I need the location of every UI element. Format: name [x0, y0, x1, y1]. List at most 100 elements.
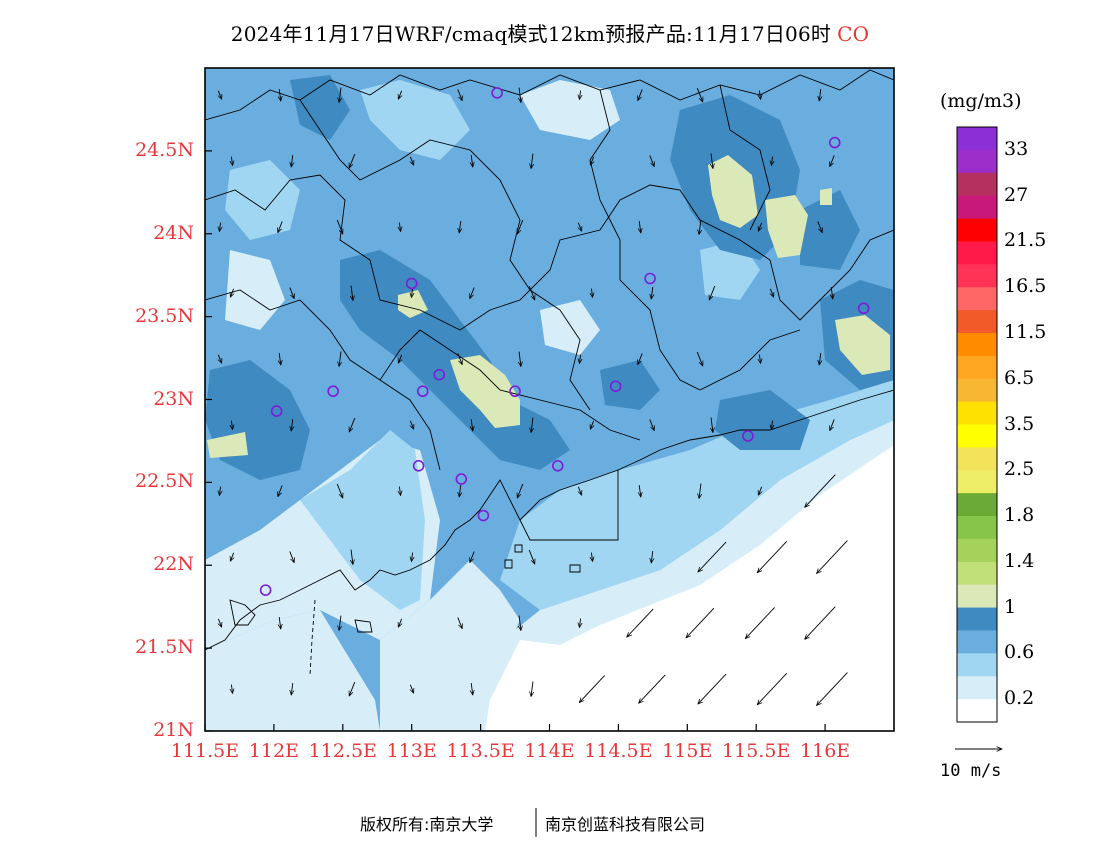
wind-arrow [398, 618, 401, 627]
field-green-2 [765, 195, 808, 258]
wind-arrow [758, 222, 761, 231]
wind-arrow [531, 417, 533, 433]
wind-arrow [517, 219, 524, 234]
wind-arrow [278, 485, 283, 496]
wind-arrow [578, 486, 581, 495]
wind-arrow [817, 672, 848, 706]
wind-arrow [279, 616, 281, 629]
lon-label-113E: 113E [386, 740, 437, 762]
colorbar-swatch [957, 607, 997, 631]
wind-arrow [805, 606, 836, 640]
copyright-left: 版权所有:南京大学 [360, 815, 494, 834]
wind-arrow [649, 419, 654, 430]
border-north [205, 69, 894, 121]
wind-arrow [470, 287, 475, 298]
wind-arrow [519, 615, 521, 631]
wind-arrow [351, 285, 353, 301]
wind-arrow [219, 486, 220, 496]
wind-arrow [218, 354, 221, 363]
station-marker [455, 473, 468, 485]
station-marker [327, 385, 339, 398]
wind-arrow [627, 608, 654, 637]
station-marker [259, 584, 272, 596]
lon-label-115E: 115E [662, 740, 713, 762]
copyright-right: 南京创蓝科技有限公司 [545, 815, 706, 834]
wind-arrow [699, 483, 701, 499]
colorbar-swatch [957, 355, 997, 380]
station-markers [259, 87, 870, 596]
wind-arrow [457, 89, 462, 100]
wind-arrow [649, 155, 654, 166]
field-pale-n1 [520, 80, 620, 140]
wind-arrow [398, 90, 401, 99]
wind-arrow [219, 222, 220, 232]
wind-arrow [399, 222, 400, 232]
wind-arrow [279, 352, 281, 365]
wind-arrow [651, 550, 653, 563]
field-green-7 [820, 188, 832, 205]
wind-arrow [410, 156, 413, 165]
colorbar-swatch [957, 447, 997, 471]
field-dark-e2 [715, 390, 810, 450]
wind-arrow [591, 288, 592, 298]
wind-vectors [218, 87, 848, 706]
lon-label-114-5E: 114.5E [584, 740, 653, 762]
boundary-3 [589, 89, 701, 391]
wind-arrow [218, 618, 221, 627]
colorbar-swatch [957, 241, 997, 265]
concentration-field [205, 68, 894, 731]
lat-label-22N: 22N [153, 553, 194, 576]
station-marker [609, 380, 622, 393]
colorbar-swatch [957, 653, 997, 677]
field-green-6 [207, 432, 248, 458]
colorbar-swatch [957, 218, 997, 242]
colorbar-swatch [957, 332, 997, 357]
colorbar-label: 21.5 [1004, 229, 1047, 252]
wind-arrow [289, 551, 294, 562]
lon-label-111-5E: 111.5E [170, 740, 240, 762]
wind-arrow [398, 354, 401, 363]
wind-arrow [457, 353, 462, 364]
wind-arrow [698, 541, 727, 572]
colorbar-swatch [957, 378, 997, 403]
boundary-1 [205, 174, 894, 331]
field-light-nw [225, 160, 300, 240]
wind-arrow [757, 540, 788, 572]
wind-arrow [830, 155, 835, 166]
wind-arrow [711, 153, 713, 169]
wind-arrow [411, 552, 412, 562]
wind-arrow [349, 417, 356, 432]
colorbar-swatch [957, 538, 997, 563]
lat-label-24N: 24N [153, 221, 194, 244]
field-green-5 [398, 290, 428, 318]
wind-arrow [336, 219, 343, 234]
wind-arrow [410, 684, 413, 693]
colorbar-swatch [957, 516, 997, 540]
colorbar-swatch [957, 630, 997, 654]
wind-arrow [528, 285, 535, 300]
wind-arrow [698, 673, 727, 704]
wind-arrow [696, 351, 703, 366]
wind-arrow [349, 153, 356, 168]
colorbar-label: 3.5 [1004, 412, 1035, 435]
map-title-text: 2024年11月17日WRF/cmaq模式12km预报产品:11月17日06时 [230, 22, 832, 46]
wind-arrow [770, 288, 773, 297]
lon-label-112-5E: 112.5E [308, 740, 377, 762]
boundary-6 [559, 309, 591, 411]
colorbar-swatch [957, 699, 997, 723]
field-light-n1 [360, 80, 470, 160]
station-marker [416, 385, 429, 398]
wind-arrow [528, 549, 535, 564]
wind-arrow [711, 417, 713, 433]
boundary-2 [299, 99, 561, 311]
wind-arrow [638, 353, 643, 364]
field-light-sw [205, 610, 380, 731]
wind-arrow [651, 286, 653, 299]
colorbar-label: 1 [1004, 595, 1017, 618]
colorbar-swatch [957, 584, 997, 608]
wind-arrow [291, 418, 293, 431]
colorbar-swatch [957, 424, 997, 448]
wind-arrow [291, 154, 293, 167]
wind-arrow [351, 549, 353, 565]
colorbar-label: 11.5 [1004, 320, 1047, 343]
